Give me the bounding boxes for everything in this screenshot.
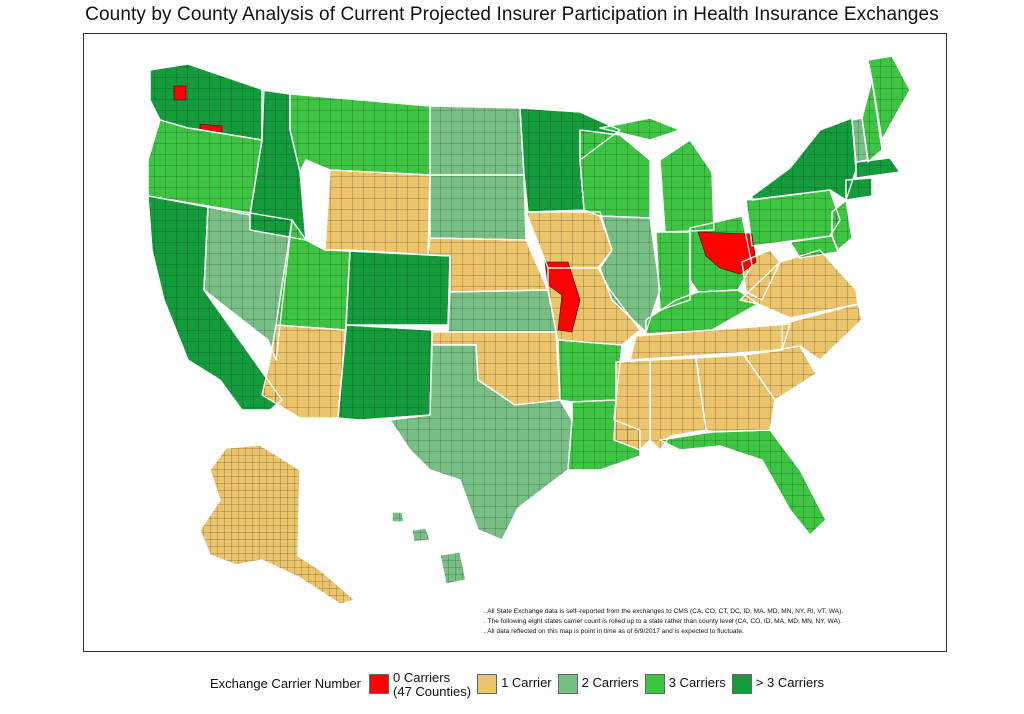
state-region-co [345, 249, 451, 326]
state-border-nh [861, 79, 883, 163]
state-border-md [789, 235, 839, 259]
state-border-ma [855, 157, 901, 179]
legend-item-3-carriers: 3 Carriers [644, 669, 726, 694]
legend-label: > 3 Carriers [755, 675, 825, 690]
state-border-tx [389, 344, 573, 541]
legend-swatch [477, 674, 498, 694]
legend-item-1-carrier: 1 Carrier [477, 669, 552, 694]
legend-label: 0 Carriers [393, 670, 451, 685]
state-region-mt [289, 93, 431, 176]
state-border-mi [599, 117, 715, 233]
state-region-ny [751, 117, 857, 201]
state-region-hi [391, 511, 467, 585]
state-region-ar [557, 339, 623, 403]
state-region-fl [659, 429, 827, 536]
map-notes: . All State Exchange data is self–report… [484, 607, 944, 637]
legend-swatch [644, 674, 665, 694]
legend-item-2-carriers: 2 Carriers [557, 669, 639, 694]
state-border-in [655, 231, 691, 311]
legend-item-more-than-3-carriers: > 3 Carriers [731, 669, 825, 694]
state-border-ct [845, 177, 873, 201]
state-border-nj [831, 199, 853, 251]
legend-label: 2 Carriers [581, 675, 639, 690]
state-border-va [739, 249, 859, 319]
zero-carrier-counties-4 [697, 231, 757, 275]
state-border-me [867, 55, 911, 141]
map-title: County by County Analysis of Current Pro… [85, 4, 939, 25]
legend-item-0-carriers: 0 Carriers (47 Counties) [369, 669, 471, 699]
state-region-wi [579, 129, 651, 219]
map-legend: Exchange Carrier Number 0 Carriers (47 C… [210, 669, 830, 703]
state-border-tn [629, 323, 791, 361]
state-region-ia [525, 211, 613, 269]
legend-label: 1 Carrier [501, 675, 552, 690]
legend-title: Exchange Carrier Number [210, 676, 362, 691]
state-border-il [599, 215, 661, 333]
legend-sublabel: (47 Counties) [393, 684, 472, 699]
state-border-hi [391, 511, 467, 585]
state-region-sd [429, 174, 527, 241]
legend-swatch [369, 674, 390, 694]
state-border-wv [741, 249, 781, 301]
legend-label: 3 Carriers [668, 675, 726, 690]
state-border-nc [743, 303, 863, 361]
state-region-wy [324, 169, 431, 256]
state-border-ak [199, 444, 356, 605]
note-line: . All State Exchange data is self–report… [484, 608, 844, 615]
state-border-ky [645, 289, 759, 335]
legend-swatch [557, 674, 578, 694]
zero-carrier-counties-1 [173, 85, 187, 101]
state-region-ks [447, 289, 557, 333]
note-line: . The following eight states carrier cou… [484, 618, 842, 625]
legend-swatch [731, 674, 752, 694]
state-region-nd [429, 105, 525, 176]
state-border-nm [337, 324, 433, 421]
state-border-fl [659, 429, 827, 536]
state-region-nm [337, 324, 433, 421]
note-line: . All data reflected on this map is poin… [484, 628, 744, 635]
